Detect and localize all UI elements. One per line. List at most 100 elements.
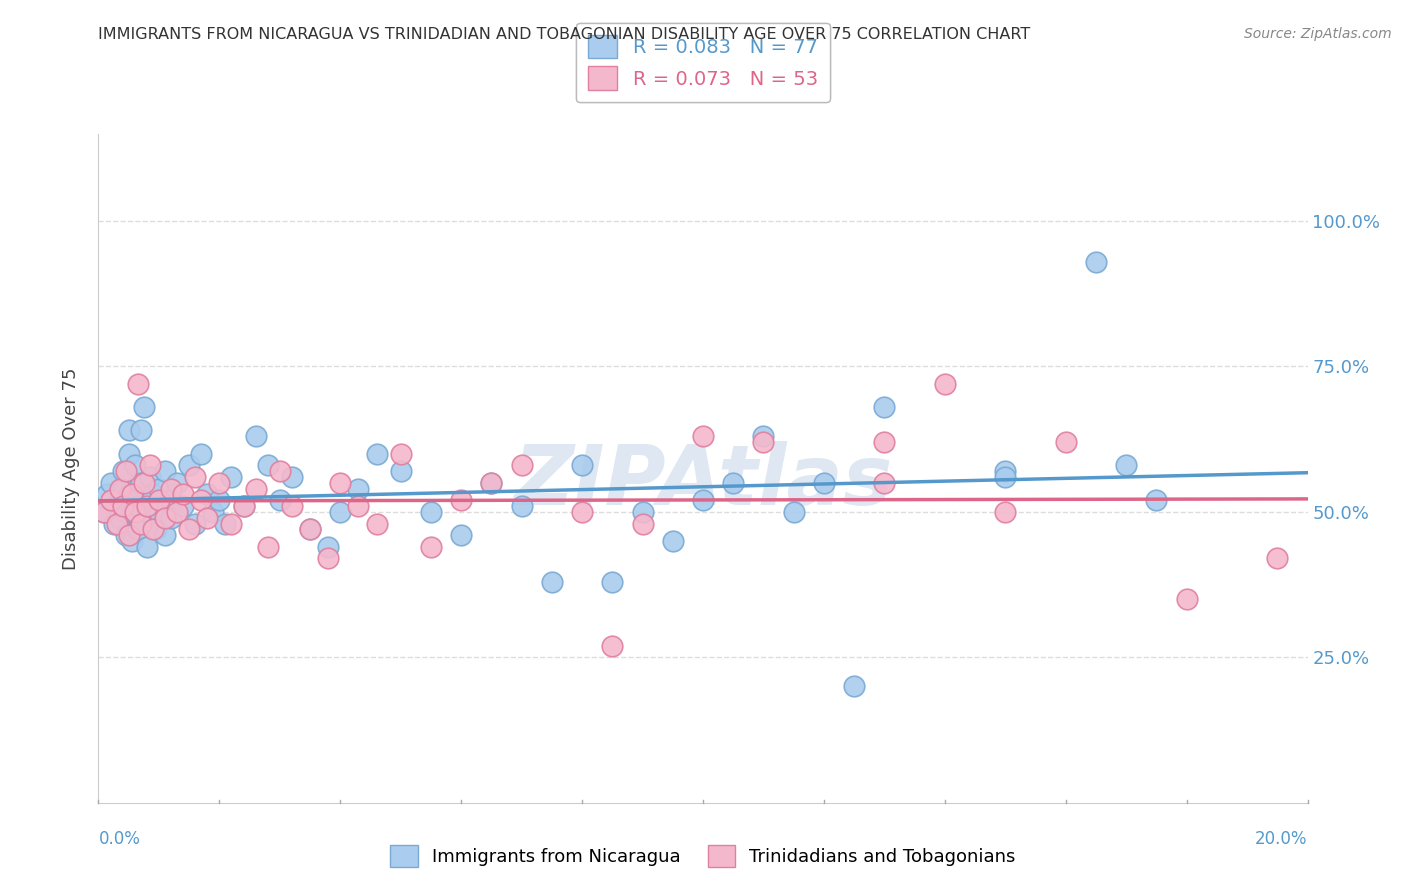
- Point: [108, 493, 131, 508]
- Point: [994, 470, 1017, 484]
- Point: [510, 458, 533, 473]
- Point: [179, 458, 201, 473]
- Point: [571, 458, 593, 473]
- Point: [195, 487, 218, 501]
- Point: [934, 376, 956, 391]
- Point: [269, 493, 291, 508]
- Point: [118, 424, 141, 438]
- Point: [190, 493, 212, 508]
- Point: [111, 499, 134, 513]
- Point: [245, 429, 267, 443]
- Point: [631, 505, 654, 519]
- Point: [127, 522, 149, 536]
- Point: [124, 458, 146, 473]
- Point: [723, 475, 745, 490]
- Point: [281, 499, 304, 513]
- Point: [148, 493, 170, 508]
- Point: [347, 499, 370, 513]
- Point: [214, 516, 236, 531]
- Point: [873, 401, 896, 415]
- Point: [135, 540, 157, 554]
- Y-axis label: Disability Age Over 75: Disability Age Over 75: [62, 367, 80, 570]
- Point: [132, 475, 155, 490]
- Point: [221, 516, 243, 531]
- Point: [232, 499, 254, 513]
- Point: [752, 429, 775, 443]
- Point: [208, 475, 231, 490]
- Point: [347, 482, 370, 496]
- Point: [602, 639, 624, 653]
- Point: [139, 470, 162, 484]
- Point: [108, 482, 131, 496]
- Point: [148, 482, 170, 496]
- Point: [1115, 458, 1137, 473]
- Point: [129, 424, 152, 438]
- Point: [366, 516, 388, 531]
- Point: [118, 487, 141, 501]
- Point: [103, 516, 125, 531]
- Point: [100, 493, 122, 508]
- Point: [121, 487, 143, 501]
- Point: [450, 528, 472, 542]
- Point: [269, 464, 291, 478]
- Point: [752, 435, 775, 450]
- Point: [153, 510, 176, 524]
- Text: Source: ZipAtlas.com: Source: ZipAtlas.com: [1244, 27, 1392, 41]
- Point: [450, 493, 472, 508]
- Point: [541, 574, 564, 589]
- Point: [142, 516, 165, 531]
- Point: [873, 475, 896, 490]
- Point: [208, 493, 231, 508]
- Point: [153, 464, 176, 478]
- Point: [121, 505, 143, 519]
- Point: [316, 551, 339, 566]
- Point: [108, 510, 131, 524]
- Point: [256, 540, 278, 554]
- Point: [366, 447, 388, 461]
- Point: [179, 522, 201, 536]
- Point: [994, 505, 1017, 519]
- Point: [100, 475, 122, 490]
- Point: [232, 499, 254, 513]
- Text: 20.0%: 20.0%: [1256, 830, 1308, 847]
- Point: [299, 522, 322, 536]
- Point: [172, 499, 194, 513]
- Point: [481, 475, 503, 490]
- Point: [481, 475, 503, 490]
- Text: IMMIGRANTS FROM NICARAGUA VS TRINIDADIAN AND TOBAGONIAN DISABILITY AGE OVER 75 C: IMMIGRANTS FROM NICARAGUA VS TRINIDADIAN…: [98, 27, 1031, 42]
- Point: [105, 516, 128, 531]
- Legend: R = 0.083   N = 77, R = 0.073   N = 53: R = 0.083 N = 77, R = 0.073 N = 53: [576, 23, 830, 102]
- Point: [1146, 493, 1168, 508]
- Point: [121, 534, 143, 549]
- Point: [256, 458, 278, 473]
- Point: [844, 680, 866, 694]
- Point: [129, 516, 152, 531]
- Point: [114, 505, 136, 519]
- Point: [692, 493, 714, 508]
- Point: [127, 376, 149, 391]
- Point: [142, 487, 165, 501]
- Point: [571, 505, 593, 519]
- Point: [139, 458, 162, 473]
- Point: [783, 505, 806, 519]
- Point: [692, 429, 714, 443]
- Point: [135, 505, 157, 519]
- Point: [184, 470, 207, 484]
- Point: [160, 510, 183, 524]
- Text: 0.0%: 0.0%: [98, 830, 141, 847]
- Point: [602, 574, 624, 589]
- Point: [96, 487, 118, 501]
- Point: [184, 516, 207, 531]
- Point: [166, 475, 188, 490]
- Point: [118, 447, 141, 461]
- Point: [329, 505, 352, 519]
- Point: [221, 470, 243, 484]
- Point: [145, 522, 167, 536]
- Point: [195, 510, 218, 524]
- Point: [1267, 551, 1289, 566]
- Point: [202, 505, 225, 519]
- Point: [93, 505, 115, 519]
- Point: [245, 482, 267, 496]
- Point: [813, 475, 835, 490]
- Point: [118, 528, 141, 542]
